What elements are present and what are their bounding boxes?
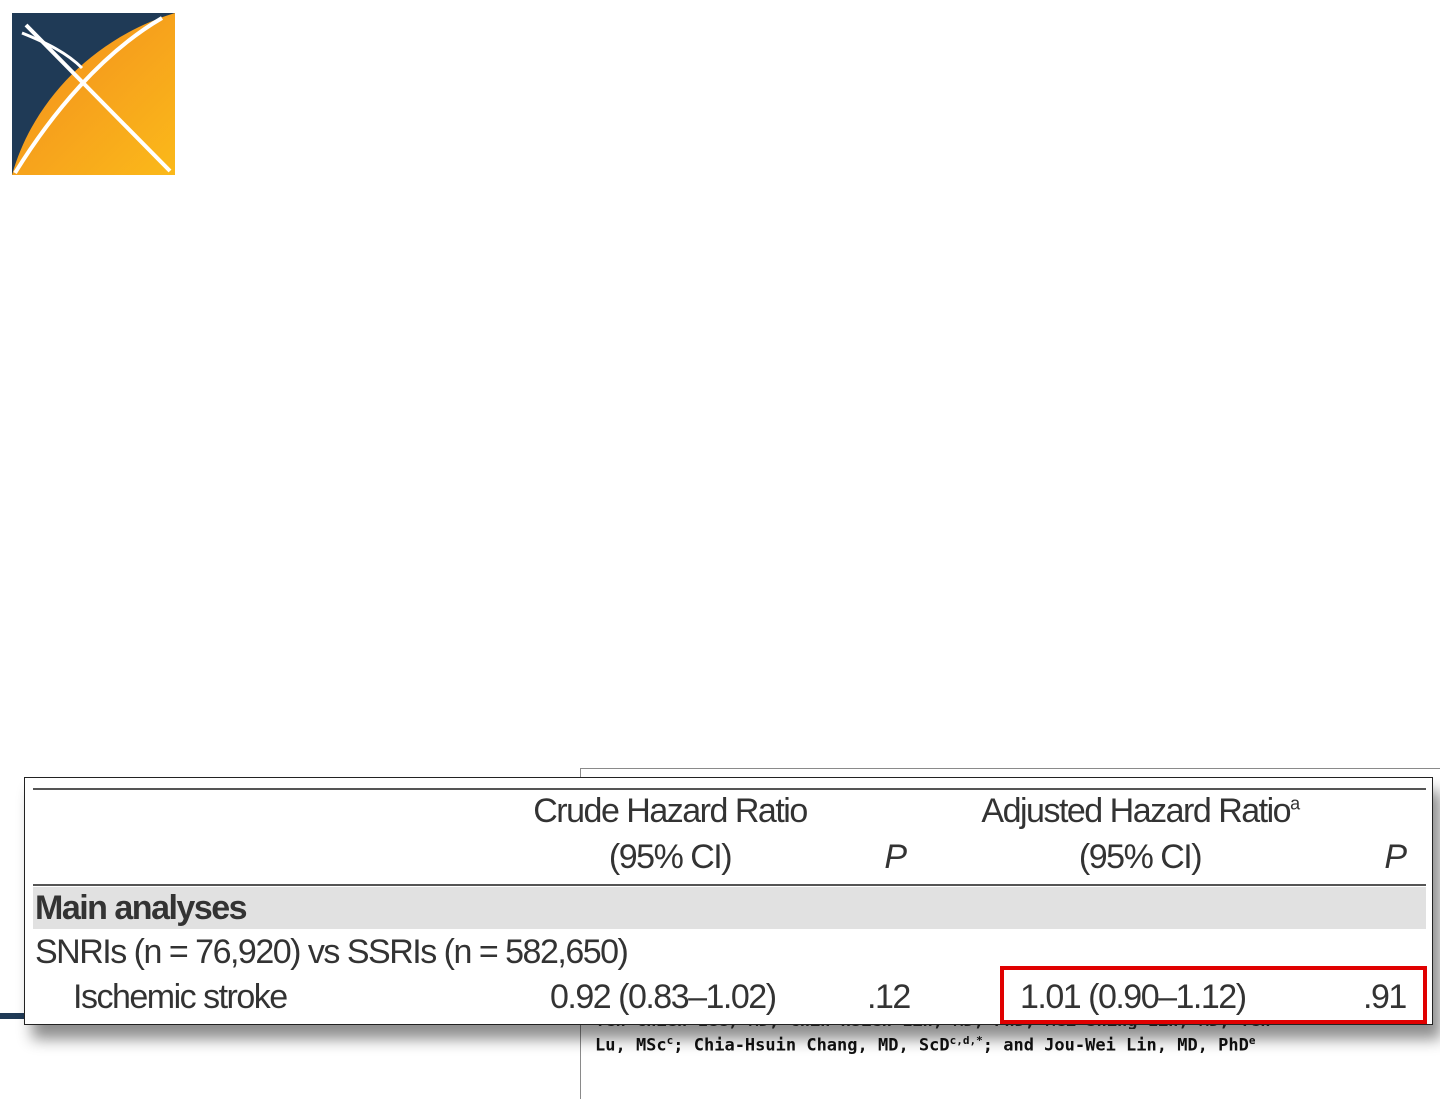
table-header-rule	[33, 884, 1426, 886]
section-row: Main analyses	[33, 887, 1426, 929]
adjusted-hr-value: 1.01 (0.90–1.12)	[1020, 978, 1247, 1016]
header-crude-hr: Crude Hazard Ratio	[533, 792, 808, 830]
x-logo-icon	[12, 13, 175, 175]
header-adjusted-ci: (95% CI)	[1078, 838, 1203, 876]
header-adjusted-hr: Adjusted Hazard Ratioa	[981, 792, 1300, 830]
decorative-rule	[0, 1013, 34, 1019]
crude-p-value: .12	[867, 978, 911, 1016]
comparison-label: SNRIs (n = 76,920) vs SSRIs (n = 582,650…	[35, 933, 629, 971]
section-label: Main analyses	[35, 889, 248, 927]
header-p-crude: P	[884, 838, 907, 876]
outcome-label: Ischemic stroke	[73, 978, 288, 1016]
crude-hr-value: 0.92 (0.83–1.02)	[550, 978, 777, 1016]
header-crude-ci: (95% CI)	[608, 838, 733, 876]
paper-authors: Lu, MScc; Chia-Hsuin Chang, MD, ScDc,d,*…	[595, 1034, 1256, 1056]
hazard-ratio-table: Crude Hazard Ratio (95% CI) P Adjusted H…	[24, 777, 1433, 1025]
highlight-box	[1000, 966, 1427, 1024]
header-p-adjusted: P	[1384, 838, 1407, 876]
table-top-rule	[33, 788, 1426, 790]
adjusted-p-value: .91	[1363, 978, 1407, 1016]
